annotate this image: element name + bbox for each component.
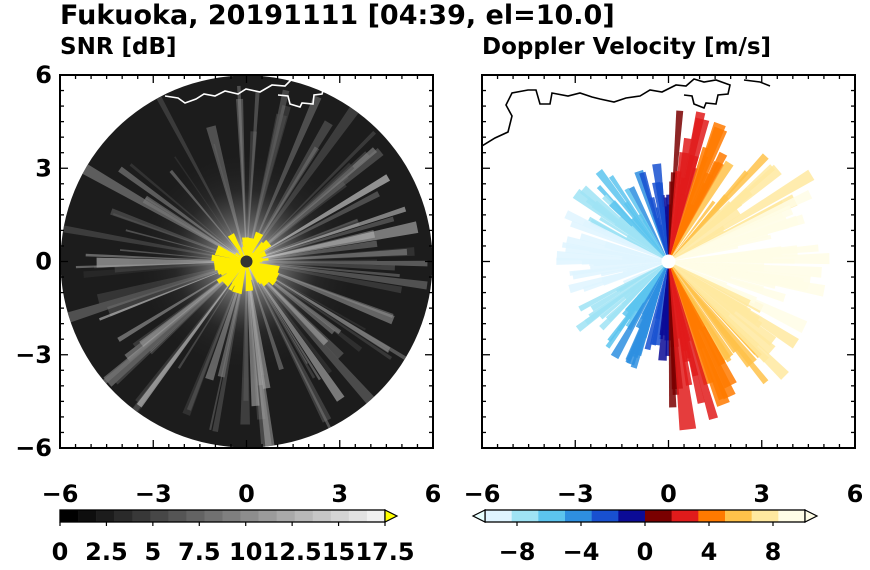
velocity-colorbar: −8 −4 0 4 8 [471,509,819,566]
colorbar-segment [222,510,241,522]
colorbar-segment [591,510,619,522]
x-tick-label: −6 [464,480,501,508]
colorbar-segment [671,510,699,522]
y-tick-label: −3 [15,341,52,369]
colorbar-segment [366,510,386,522]
colorbar-segment [511,510,539,522]
colorbar-segment [698,510,726,522]
radar-site-marker [240,255,253,268]
x-tick-label: 6 [425,480,442,508]
y-tick-label: 0 [35,248,52,276]
colorbar-segment [60,510,79,522]
colorbar-extend-high [804,509,819,523]
colorbar-segment [645,510,672,522]
x-tick-label: −6 [42,480,79,508]
x-tick-label: 0 [238,480,255,508]
colorbar-segment [150,510,169,522]
x-tick-label: 3 [753,480,770,508]
colorbar-tick-label: −4 [563,538,600,566]
snr-y-tick-labels: 6 3 0 −3 −6 [15,61,52,462]
figure-title: Fukuoka, 20191111 [04:39, el=10.0] [60,0,615,31]
colorbar-tick-label: −8 [499,538,536,566]
snr-coastline [164,77,326,108]
snr-colorbar: 0 2.5 5 7.5 10 12.5 15 17.5 [52,509,415,566]
colorbar-segment [114,510,133,522]
velocity-echo-field [556,110,830,431]
colorbar-tick-label: 5 [145,538,162,566]
x-tick-label: −3 [135,480,172,508]
y-tick-label: −6 [15,434,52,462]
colorbar-segment [258,510,277,522]
colorbar-tick-label: 2.5 [85,538,128,566]
y-tick-label: 3 [35,154,52,182]
colorbar-tick-label: 0 [637,538,654,566]
colorbar-segment [240,510,259,522]
colorbar-segment [186,510,205,522]
colorbar-segment [312,510,332,522]
colorbar-tick-label: 4 [701,538,718,566]
y-tick-label: 6 [35,61,52,89]
colorbar-segment [132,510,151,522]
colorbar-extend-high [384,509,399,523]
colorbar-segment [485,510,512,522]
colorbar-extend-low [471,509,486,523]
velocity-x-tick-labels: −6 −3 0 3 6 [464,480,864,508]
colorbar-segment [751,510,779,522]
colorbar-tick-label: 12.5 [263,538,322,566]
colorbar-segment [725,510,752,522]
colorbar-segment [78,510,97,522]
velocity-radar-site [661,254,676,269]
colorbar-segment [778,510,806,522]
colorbar-segment [204,510,223,522]
velocity-coastline [482,78,771,147]
colorbar-segment [276,510,296,522]
colorbar-tick-label: 7.5 [178,538,221,566]
snr-saturated-echo [211,231,280,295]
snr-panel-title: SNR [dB] [60,34,177,60]
velocity-axis-ticks [481,74,856,449]
colorbar-tick-label: 8 [765,538,782,566]
colorbar-tick-label: 15 [322,538,355,566]
x-tick-label: 3 [331,480,348,508]
colorbar-tick-label: 0 [52,538,69,566]
colorbar-segment [330,510,350,522]
colorbar-segment [538,510,566,522]
colorbar-tick-label: 10 [229,538,262,566]
colorbar-segment [348,510,368,522]
colorbar-tick-label: 17.5 [355,538,414,566]
colorbar-segment [565,510,592,522]
x-tick-label: −3 [557,480,594,508]
colorbar-segment [618,510,646,522]
x-tick-label: 0 [660,480,677,508]
x-tick-label: 6 [847,480,864,508]
colorbar-segment [168,510,187,522]
colorbar-segment [96,510,115,522]
snr-axis-ticks [59,74,434,449]
colorbar-segment [294,510,314,522]
velocity-panel: −6 −3 0 3 6 [464,74,864,508]
snr-x-tick-labels: −6 −3 0 3 6 [42,480,442,508]
snr-panel: −6 −3 0 3 6 6 3 0 −3 −6 [15,61,441,508]
velocity-panel-title: Doppler Velocity [m/s] [482,34,772,60]
